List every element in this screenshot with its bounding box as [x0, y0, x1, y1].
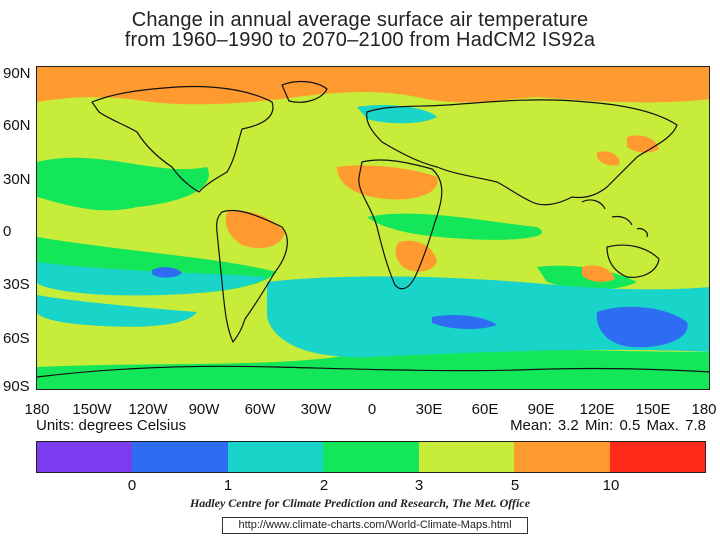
legend-swatch-1 [37, 442, 133, 472]
legend-swatch-2 [132, 442, 228, 472]
legend-swatch-6 [514, 442, 610, 472]
legend-swatch-4 [323, 442, 419, 472]
lon-label-180w: 180 [24, 401, 50, 418]
coastlines [37, 80, 709, 378]
lon-label-120e: 120E [579, 401, 615, 418]
lon-label-90w: 90W [188, 401, 220, 418]
source-url[interactable]: http://www.climate-charts.com/World-Clim… [222, 517, 528, 534]
legend-tick-3: 3 [414, 477, 424, 494]
legend-tick-1: 1 [223, 477, 233, 494]
lat-label-60n: 60N [3, 117, 31, 134]
lon-label-30e: 30E [415, 401, 443, 418]
lat-label-90n: 90N [3, 65, 31, 82]
cyan-bands [37, 105, 709, 358]
legend-swatch-3 [227, 442, 324, 472]
temperature-change-map [36, 66, 710, 390]
lat-label-0: 0 [3, 223, 12, 240]
legend-swatch-5 [418, 442, 515, 472]
lon-label-150w: 150W [72, 401, 112, 418]
map-title-line2: from 1960–1990 to 2070–2100 from HadCM2 … [124, 29, 596, 51]
units-label: Units: degrees Celsius [36, 417, 187, 434]
orange-warming-areas [37, 67, 709, 282]
lon-label-60w: 60W [244, 401, 276, 418]
blue-patches [152, 267, 688, 348]
lat-label-90s: 90S [3, 378, 30, 395]
stats-readout: Mean: 3.2 Min: 0.5 Max. 7.8 [510, 417, 706, 434]
lon-label-0: 0 [367, 401, 377, 418]
lon-label-30w: 30W [300, 401, 332, 418]
map-title-line1: Change in annual average surface air tem… [131, 9, 589, 31]
lon-label-120w: 120W [128, 401, 168, 418]
lat-label-60s: 60S [3, 330, 30, 347]
legend-tick-2: 2 [319, 477, 329, 494]
legend-tick-5: 5 [510, 477, 520, 494]
legend-tick-0: 0 [127, 477, 137, 494]
lat-label-30n: 30N [3, 171, 31, 188]
legend-tick-10: 10 [602, 477, 620, 494]
legend-swatch-7 [609, 442, 705, 472]
lon-label-90e: 90E [527, 401, 555, 418]
lon-label-150e: 150E [635, 401, 671, 418]
lon-label-180e: 180 [691, 401, 717, 418]
legend-colorbar [36, 441, 706, 473]
lat-label-30s: 30S [3, 276, 30, 293]
credit-line: Hadley Centre for Climate Prediction and… [189, 496, 531, 510]
lon-label-60e: 60E [471, 401, 499, 418]
